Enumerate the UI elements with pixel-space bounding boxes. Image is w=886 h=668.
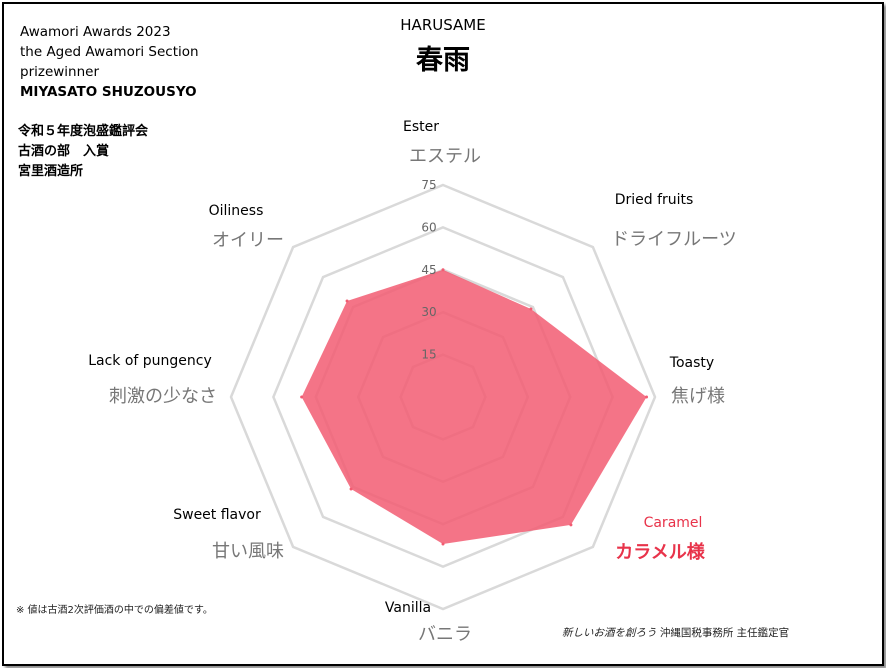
axis-label-en-4: Vanilla [385,600,431,616]
axis-label-jp-4: バニラ [418,624,472,645]
axis-label-en-3: Caramel [644,515,703,531]
series-area [301,269,647,544]
data-point-4 [441,542,445,546]
axis-label-jp-7: オイリー [212,230,284,251]
award-line-3: prizewinner [20,64,100,80]
data-point-6 [300,395,304,399]
grid-ring-75 [229,183,657,611]
axis-label-en-2: Toasty [669,355,714,371]
award-jp-line-1: 令和５年度泡盛鑑評会 [18,124,149,139]
credit-slogan: 新しいお酒を創ろう [562,627,657,639]
axis-label-jp-5: 甘い風味 [212,541,284,562]
axis-label-jp-0: エステル [409,146,481,167]
award-line-4: MIYASATO SHUZOUSYO [20,84,197,100]
data-point-7 [345,299,349,303]
product-title-english: HARUSAME [400,16,486,34]
axis-label-jp-6: 刺激の少なさ [109,386,217,407]
award-line-1: Awamori Awards 2023 [20,24,171,40]
credit-office: 沖縄国税事務所 主任鑑定官 [659,627,790,639]
axis-label-en-0: Ester [403,119,439,135]
data-point-5 [349,487,353,491]
data-point-3 [569,523,573,527]
product-title-japanese: 春雨 [416,45,470,76]
data-point-1 [529,307,533,311]
data-point-2 [645,395,649,399]
axis-label-en-1: Dried fruits [615,192,694,208]
tick-label-45: 45 [421,263,436,277]
tick-label-60: 60 [421,220,436,234]
footnote: ※ 値は古酒2次評価酒の中での偏差値です。 [16,605,213,616]
axis-label-en-5: Sweet flavor [173,507,261,523]
award-jp-line-2: 古酒の部 入賞 [18,144,110,159]
award-info-japanese: 令和５年度泡盛鑑評会 古酒の部 入賞 宮里酒造所 [18,122,148,182]
axis-label-en-6: Lack of pungency [88,353,212,369]
award-jp-line-3: 宮里酒造所 [18,164,84,179]
award-line-2: the Aged Awamori Section [20,44,199,60]
axis-label-jp-2: 焦げ様 [671,386,725,407]
award-info-english: Awamori Awards 2023 the Aged Awamori Sec… [20,22,199,102]
credit-line: 新しいお酒を創ろう 沖縄国税事務所 主任鑑定官 [562,625,789,640]
axis-label-jp-1: ドライフルーツ [611,229,737,250]
axis-label-en-7: Oiliness [209,203,264,219]
axis-label-jp-3: カラメル様 [615,541,705,563]
data-point-0 [441,268,445,272]
tick-label-15: 15 [421,348,436,362]
tick-label-30: 30 [421,305,436,319]
grid-ring-60 [272,226,614,568]
tick-label-75: 75 [421,178,436,192]
